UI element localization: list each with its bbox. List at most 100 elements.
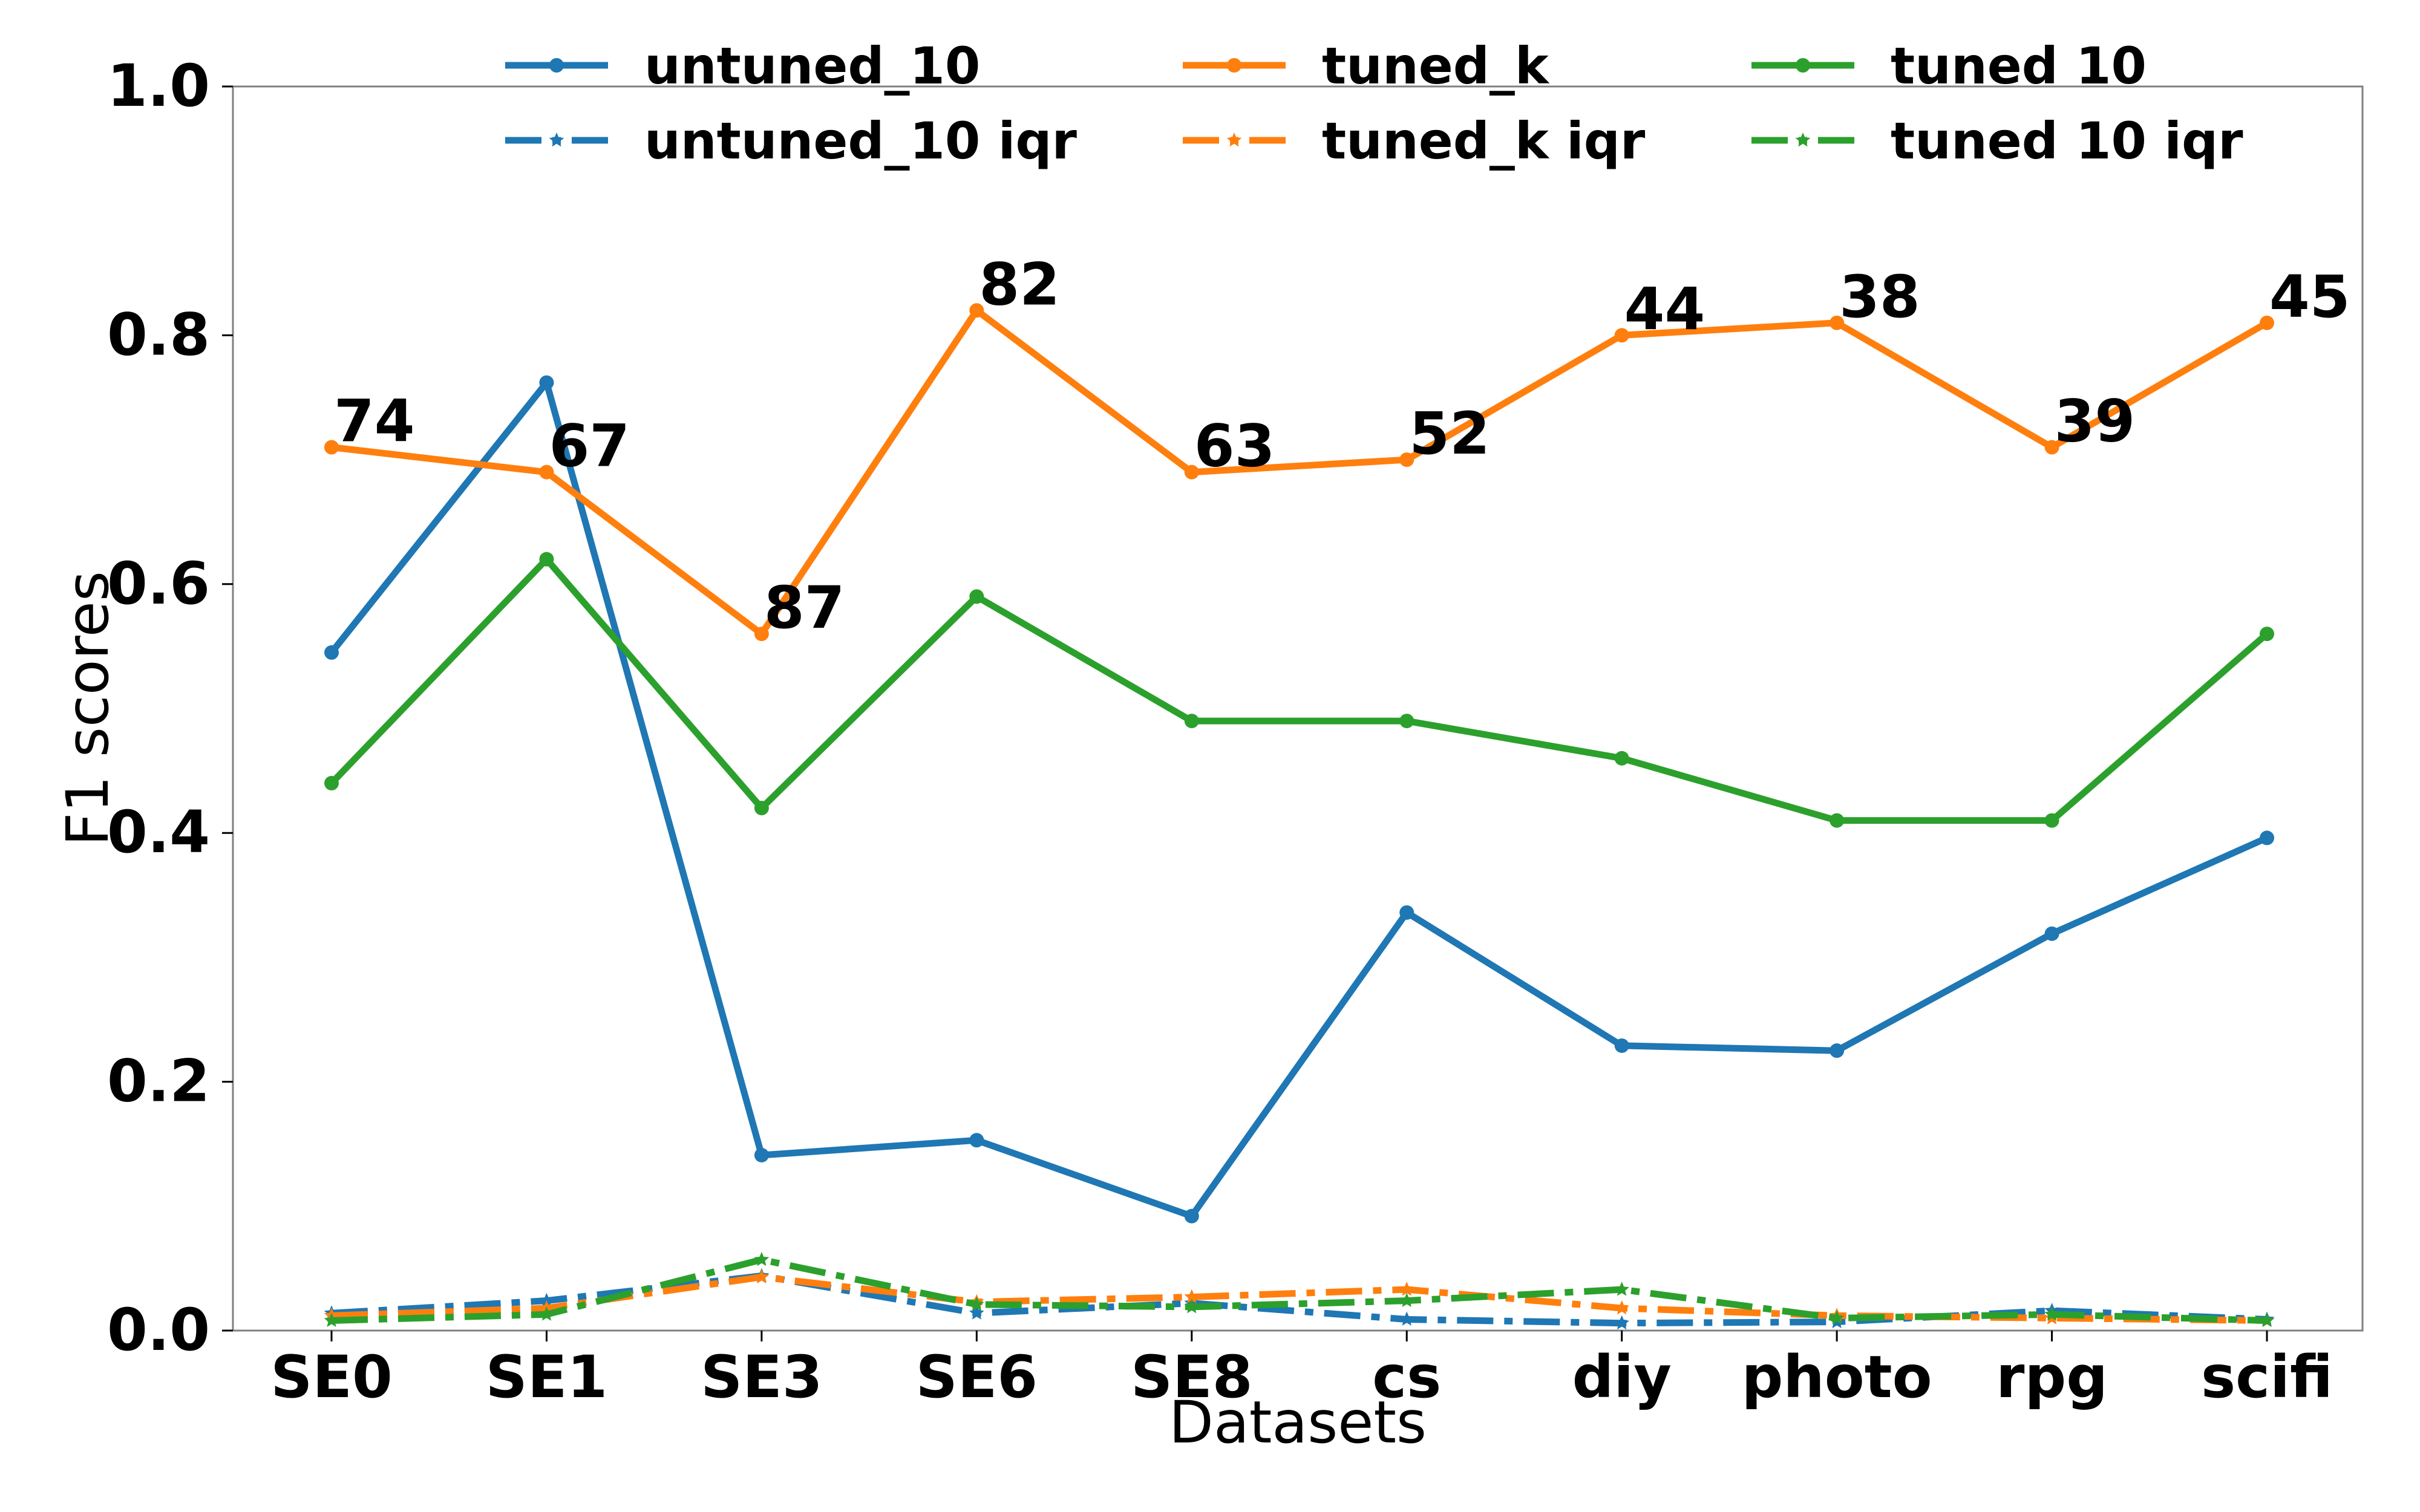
legend-marker-tuned-k — [1227, 58, 1241, 73]
data-label-layer: 74 67 87 82 63 52 44 38 39 45 — [334, 250, 2350, 642]
data-label: 44 — [1624, 275, 1705, 343]
y-tick-label: 0.0 — [107, 1296, 210, 1364]
point-tuned-10 — [2044, 813, 2059, 828]
point-tuned-10-iqr — [1399, 1292, 1414, 1308]
point-tuned-10 — [324, 775, 339, 790]
legend: untuned_10 tuned_k tuned 10 untuned_10 iqr t… — [505, 36, 2243, 171]
point-untuned-10 — [1830, 1043, 1845, 1058]
point-untuned-10 — [1614, 1038, 1629, 1053]
point-tuned-10 — [1399, 714, 1414, 729]
series-line-tuned-10-iqr — [331, 1256, 2268, 1324]
x-tick-label: rpg — [1996, 1343, 2108, 1411]
point-tuned-10 — [969, 589, 984, 604]
point-untuned-10 — [2044, 926, 2059, 941]
point-tuned-k — [1399, 452, 1414, 468]
x-tick-label: SE6 — [916, 1343, 1038, 1411]
y-tick-label: 1.0 — [107, 52, 210, 120]
point-tuned-10-iqr — [969, 1296, 984, 1311]
plot-border — [232, 85, 2364, 1332]
legend-marker-tuned-10-iqr — [1795, 132, 1811, 147]
x-tick-label: scifi — [2201, 1343, 2333, 1411]
legend-label-tuned-k-iqr: tuned_k iqr — [1322, 111, 1646, 171]
data-label: 67 — [549, 412, 630, 480]
point-tuned-10-iqr — [324, 1312, 339, 1328]
data-label: 74 — [334, 388, 415, 455]
point-untuned-10-iqr — [1614, 1315, 1629, 1330]
legend-label-tuned-10-iqr: tuned 10 iqr — [1891, 111, 2243, 171]
x-tick-label: diy — [1572, 1343, 1672, 1411]
point-tuned-10-iqr — [1829, 1310, 1845, 1325]
point-tuned-k — [324, 440, 339, 455]
point-untuned-10-iqr — [969, 1305, 984, 1320]
x-tick-label: SE8 — [1131, 1343, 1253, 1411]
point-tuned-10-iqr — [1184, 1299, 1200, 1314]
point-tuned-k-iqr — [1184, 1289, 1200, 1303]
point-tuned-10 — [1184, 714, 1199, 729]
point-untuned-10 — [969, 1133, 984, 1148]
point-tuned-k-iqr — [754, 1269, 770, 1284]
series-line-untuned-10 — [329, 379, 2269, 1220]
point-tuned-k — [1184, 464, 1199, 480]
point-tuned-10 — [754, 801, 769, 816]
legend-marker-untuned-10 — [549, 58, 564, 73]
point-untuned-10-iqr — [1399, 1311, 1414, 1326]
point-tuned-10-iqr — [2044, 1306, 2059, 1321]
data-label: 87 — [764, 574, 845, 642]
legend-label-untuned-10-iqr: untuned_10 iqr — [644, 111, 1078, 171]
y-tick-label: 0.4 — [107, 798, 210, 866]
y-axis-title: F1 scores — [54, 571, 122, 846]
data-label: 82 — [979, 250, 1060, 318]
series-line-tuned-10 — [329, 556, 2269, 824]
x-tick-label: SE1 — [486, 1343, 608, 1411]
point-tuned-10 — [1830, 813, 1845, 828]
point-tuned-k — [1614, 328, 1629, 343]
point-untuned-10 — [1184, 1208, 1199, 1224]
point-untuned-10 — [539, 375, 554, 390]
legend-label-untuned-10: untuned_10 — [644, 36, 980, 96]
point-untuned-10 — [2260, 830, 2274, 846]
point-tuned-k-iqr — [1614, 1300, 1629, 1315]
point-tuned-k — [969, 303, 984, 318]
legend-marker-tuned-10 — [1796, 58, 1810, 73]
point-tuned-k — [2044, 440, 2059, 455]
x-tick-label: cs — [1372, 1343, 1441, 1411]
x-axis-title: Datasets — [1169, 1389, 1427, 1456]
x-tick-label: SE3 — [701, 1343, 823, 1411]
data-label: 63 — [1194, 412, 1275, 480]
data-label: 39 — [2055, 388, 2136, 455]
point-tuned-10-iqr — [754, 1251, 770, 1266]
point-tuned-k-iqr — [1399, 1282, 1414, 1296]
point-tuned-10 — [1614, 751, 1629, 766]
point-tuned-k — [754, 627, 769, 642]
point-tuned-10-iqr — [539, 1306, 554, 1321]
point-tuned-k — [539, 464, 554, 480]
legend-label-tuned-10: tuned 10 — [1891, 36, 2147, 96]
point-tuned-k — [2260, 315, 2274, 330]
point-tuned-10 — [2260, 627, 2274, 642]
point-tuned-k — [1830, 315, 1845, 330]
data-label: 45 — [2269, 263, 2350, 331]
data-label: 38 — [1839, 263, 1920, 331]
point-tuned-10 — [539, 552, 554, 567]
legend-label-tuned-k: tuned_k — [1322, 36, 1550, 96]
plot-area — [232, 85, 2364, 1332]
point-untuned-10 — [324, 645, 339, 660]
data-label: 52 — [1409, 400, 1490, 468]
legend-marker-tuned-k-iqr — [1226, 132, 1242, 147]
x-tick-label: SE0 — [270, 1343, 393, 1411]
legend-marker-untuned-10-iqr — [549, 132, 564, 147]
x-tick-label: photo — [1742, 1343, 1932, 1411]
y-tick-label: 0.6 — [107, 550, 210, 618]
point-untuned-10 — [754, 1147, 769, 1162]
y-tick-label: 0.8 — [107, 301, 210, 368]
series-line-tuned-k — [331, 307, 2269, 637]
axis-layer: 0.0 0.2 0.4 0.6 0.8 1.0 SE0 SE1 SE3 SE6 SE8 cs diy ph… — [107, 52, 2333, 1411]
series-layer — [324, 303, 2275, 1330]
point-tuned-10-iqr — [2259, 1312, 2275, 1328]
point-untuned-10 — [1399, 905, 1414, 920]
y-tick-label: 0.2 — [107, 1048, 210, 1115]
point-tuned-10-iqr — [1614, 1282, 1629, 1296]
point-untuned-10-iqr — [539, 1292, 554, 1308]
